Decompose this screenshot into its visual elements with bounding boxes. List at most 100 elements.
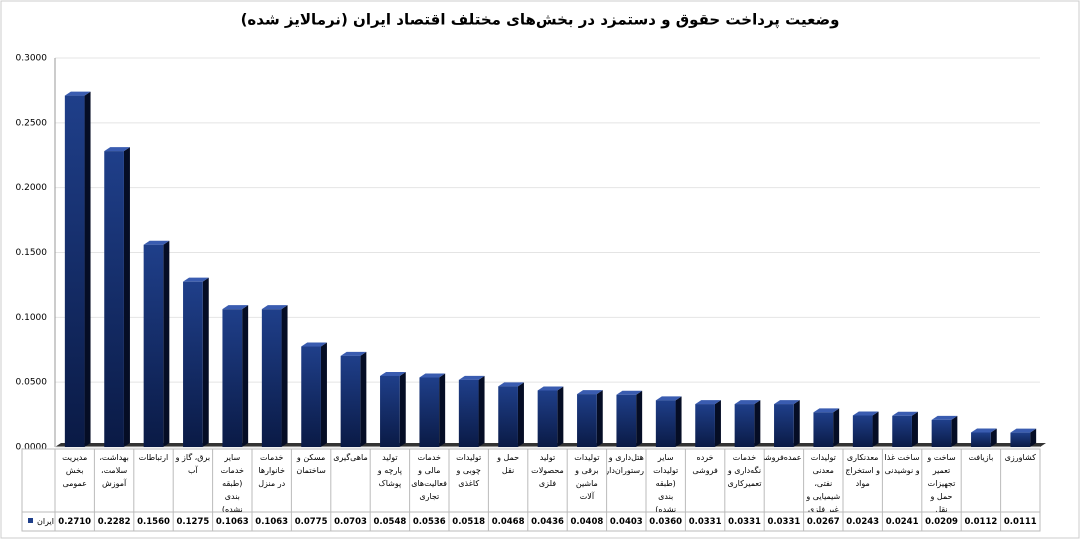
category-cell: سایر تولیدات (طبقه بندی نشده) (653, 453, 679, 512)
bar-side (714, 400, 721, 447)
x-tick-label: تولیدات چوبی و کاغذی (456, 453, 482, 488)
bar-side (951, 415, 958, 447)
bar (655, 400, 676, 447)
x-tick-label: بهداشت، سلامت، آموزش (99, 453, 129, 488)
value-label: 0.0536 (413, 517, 446, 527)
category-cell: مسکن و ساختمان (296, 453, 326, 475)
x-tick-label: خدمات نگه‌داری و تعمیرکاری (727, 453, 762, 488)
bar-top (577, 390, 603, 395)
bar (537, 390, 558, 447)
bar (340, 355, 361, 447)
bar (892, 415, 912, 447)
bar (104, 151, 124, 448)
value-label: 0.0112 (964, 517, 997, 527)
bar-top (852, 411, 879, 416)
value-label: 0.0331 (767, 517, 800, 527)
bar-top (774, 400, 800, 405)
category-cell: عمده‌فروشی (764, 453, 802, 462)
bar-side (439, 373, 446, 447)
x-tick-label: سایر تولیدات (طبقه بندی نشده) (653, 453, 679, 512)
bar-side (557, 386, 564, 447)
value-label: 0.1063 (255, 517, 288, 527)
bar-side (202, 277, 209, 447)
x-tick-label: ارتباطات (138, 453, 169, 462)
bar-side (123, 147, 130, 448)
bar-side (242, 305, 249, 447)
bar (734, 404, 755, 447)
legend-swatch (28, 518, 33, 523)
bar (852, 415, 873, 447)
category-cell: مدیریت بخش عمومی (62, 453, 88, 488)
x-tick-label: مدیریت بخش عمومی (62, 453, 88, 488)
bar-top (695, 400, 721, 405)
bar-top (458, 375, 485, 380)
bar-side (281, 305, 288, 447)
x-tick-label: ساخت غذا و نوشیدنی (884, 453, 920, 475)
category-cell: کشاورزی (1004, 453, 1036, 462)
value-label: 0.0331 (689, 517, 722, 527)
bar-top (734, 400, 761, 405)
value-label: 0.0703 (334, 517, 367, 527)
x-tick-label: هتل‌داری و رستوران‌داری (606, 453, 644, 475)
category-cell: ارتباطات (138, 453, 169, 462)
x-tick-label: مسکن و ساختمان (296, 453, 326, 475)
bar-top (380, 371, 406, 376)
category-cell: سایر خدمات (طبقه بندی نشده) (221, 453, 244, 512)
value-label: 0.0468 (492, 517, 525, 527)
chart-title: وضعیت پرداخت حقوق و دستمزد در بخش‌های مخ… (241, 11, 840, 30)
category-cell: ماهی‌گیری (333, 453, 368, 462)
bar-top (301, 342, 327, 347)
bar (813, 412, 834, 447)
bar (971, 432, 991, 447)
bar-side (517, 382, 524, 447)
category-cell: خدمات مالی و فعالیت‌های تجاری (411, 453, 447, 501)
bar-side (754, 400, 761, 447)
value-label: 0.0267 (807, 517, 840, 527)
x-tick-label: ساخت و تعمیر تجهیزات حمل و نقل (927, 453, 956, 512)
category-cell: خدمات نگه‌داری و تعمیرکاری (727, 453, 762, 488)
value-label: 0.0243 (846, 517, 879, 527)
category-cell: ساخت غذا و نوشیدنی (884, 453, 920, 475)
value-label: 0.0436 (531, 517, 564, 527)
bar-side (675, 396, 682, 447)
x-tick-label: خرده فروشی (692, 453, 718, 475)
value-label: 0.0408 (570, 517, 603, 527)
value-label: 0.0548 (373, 517, 406, 527)
bar-top (498, 382, 524, 387)
bar-side (84, 91, 91, 447)
y-tick-label: 0.2000 (16, 183, 48, 193)
category-cell: بهداشت، سلامت، آموزش (99, 453, 129, 488)
x-tick-label: کشاورزی (1004, 453, 1036, 462)
category-cell: خدمات خانوارها در منزل (258, 453, 285, 488)
bar (143, 244, 164, 447)
bar (380, 375, 400, 447)
bar (64, 95, 85, 447)
value-label: 0.2282 (98, 517, 131, 527)
category-cell: تولید پارچه و پوشاک (378, 453, 402, 488)
x-tick-label: تولیدات معدنی نفتی، شیمیایی و غیر فلزی (806, 453, 841, 512)
value-label: 0.0331 (728, 517, 761, 527)
value-label: 0.1275 (176, 517, 209, 527)
bar-side (833, 408, 840, 447)
category-cell: تولیدات برقی و ماشین آلات (574, 453, 599, 501)
bar-side (478, 375, 485, 447)
bar-top (892, 411, 918, 416)
bar-top (419, 373, 446, 378)
y-tick-label: 0.1500 (16, 248, 48, 258)
x-tick-label: عمده‌فروشی (764, 453, 802, 462)
bar (498, 386, 518, 447)
bar-top (261, 305, 288, 310)
bar-side (872, 411, 879, 447)
value-label: 0.0360 (649, 517, 682, 527)
category-cell: تولید محصولات فلزی (531, 453, 564, 488)
bar (261, 309, 282, 447)
category-cell: خرده فروشی (692, 453, 718, 475)
y-tick-label: 0.0000 (16, 443, 48, 453)
bar-top (537, 386, 564, 391)
x-tick-label: ماهی‌گیری (333, 453, 368, 462)
x-tick-label: تولید محصولات فلزی (531, 453, 564, 488)
bar-top (813, 408, 840, 413)
x-tick-label: برق، گاز و آب (175, 453, 211, 475)
bar-side (793, 400, 800, 447)
